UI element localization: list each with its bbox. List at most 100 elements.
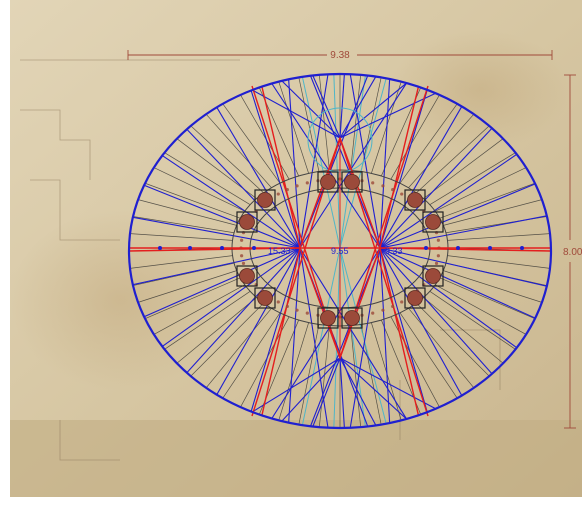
- radial-line-black: [439, 277, 536, 320]
- radial-line-blue: [251, 89, 341, 139]
- radial-line-black: [423, 138, 504, 199]
- columns: [236, 171, 444, 329]
- radial-line-black: [132, 262, 235, 286]
- radial-line-blue: [379, 89, 428, 249]
- radial-line-black: [278, 81, 309, 174]
- radial-line-blue: [299, 82, 407, 249]
- radial-line-blue: [299, 247, 329, 428]
- radial-line-blue: [379, 247, 428, 413]
- center-label-middle: 9.55: [331, 246, 349, 256]
- column-base: [422, 211, 444, 233]
- radial-line-black: [399, 312, 458, 399]
- paper-stain: [10, 210, 230, 390]
- radial-line-black: [423, 297, 504, 364]
- radial-line-black: [350, 325, 362, 428]
- radial-line-blue: [379, 106, 463, 249]
- radial-line-cyan: [333, 247, 341, 428]
- radial-line-black: [137, 199, 237, 226]
- radial-line-black: [429, 152, 516, 205]
- radial-line-black: [350, 74, 362, 171]
- axis-tick: [456, 246, 460, 250]
- radial-line-red: [261, 247, 301, 416]
- radial-line-black: [137, 270, 237, 303]
- radial-line-blue: [288, 247, 301, 423]
- ring-dot: [285, 187, 289, 192]
- paper-stain: [390, 30, 570, 150]
- column-shaft: [320, 310, 336, 326]
- radial-line-black: [205, 308, 272, 389]
- radial-line-blue: [339, 82, 407, 139]
- radial-line-blue: [379, 247, 536, 319]
- radial-line-blue: [186, 128, 301, 249]
- axis-tick: [220, 246, 224, 250]
- radial-line-blue: [349, 74, 381, 249]
- ring-dot: [285, 304, 289, 309]
- radial-lines-blue: [132, 74, 547, 428]
- radial-line-black: [129, 233, 233, 241]
- ring-dot: [371, 181, 375, 185]
- radial-line-blue: [339, 357, 436, 410]
- column-shaft: [344, 174, 360, 190]
- column-shaft: [407, 192, 423, 208]
- ring-dot: [276, 192, 280, 196]
- radial-line-cyan: [333, 74, 341, 249]
- ring-dot: [295, 308, 299, 312]
- radial-line-black: [144, 277, 241, 320]
- radial-line-blue: [339, 357, 407, 420]
- radial-line-blue: [250, 247, 301, 412]
- radial-line-black: [222, 103, 281, 184]
- column-base: [254, 287, 276, 309]
- radial-line-blue: [161, 247, 301, 347]
- center-label-right: 9.33: [385, 246, 403, 256]
- radial-line-cyan: [339, 247, 387, 424]
- axis-tick: [158, 246, 162, 250]
- radial-line-red: [261, 86, 301, 249]
- column-shaft: [257, 290, 273, 306]
- axis-tick: [424, 246, 428, 250]
- radial-line-black: [164, 152, 251, 205]
- ring-dot: [276, 300, 280, 304]
- radial-line-black: [447, 233, 551, 241]
- column-base: [236, 211, 258, 233]
- radial-line-blue: [309, 247, 381, 427]
- radial-line-black: [164, 291, 251, 350]
- ring-dot: [241, 261, 246, 265]
- radial-line-blue: [281, 357, 341, 422]
- ring-dot: [381, 184, 385, 188]
- radial-line-black: [144, 182, 241, 219]
- radial-line-blue: [250, 90, 301, 249]
- radial-line-cyan: [339, 75, 366, 249]
- radial-line-blue: [216, 247, 301, 395]
- radial-line-blue: [379, 183, 536, 249]
- radial-line-black: [298, 77, 320, 172]
- ring-dot: [381, 308, 385, 312]
- radial-line-blue: [339, 92, 436, 139]
- axis-ticks: [158, 246, 524, 250]
- radial-line-red: [379, 247, 420, 416]
- width-dimension: 9.38: [127, 50, 553, 61]
- radial-line-black: [390, 94, 440, 180]
- width-dimension-label: 9.38: [330, 50, 350, 61]
- radial-line-black: [153, 167, 245, 212]
- ring-dot: [371, 311, 375, 315]
- radial-line-blue: [299, 75, 369, 249]
- ring-dot: [436, 254, 440, 258]
- axis-tick: [252, 246, 256, 250]
- radial-line-blue: [379, 127, 493, 249]
- ring-dot: [400, 192, 404, 196]
- column-base: [422, 265, 444, 287]
- ring-dot: [400, 300, 404, 304]
- radial-line-black: [416, 302, 490, 377]
- radial-line-blue: [312, 357, 341, 427]
- radial-line-blue: [281, 80, 341, 139]
- radial-line-black: [447, 255, 551, 269]
- ring-dot: [295, 184, 299, 188]
- radial-line-blue: [379, 153, 518, 249]
- radial-line-black: [318, 325, 330, 428]
- ring-dot: [240, 254, 244, 258]
- radial-lines-red: [128, 85, 552, 417]
- radial-line-blue: [161, 155, 301, 249]
- radial-line-blue: [349, 247, 381, 428]
- radial-line-blue: [379, 247, 391, 424]
